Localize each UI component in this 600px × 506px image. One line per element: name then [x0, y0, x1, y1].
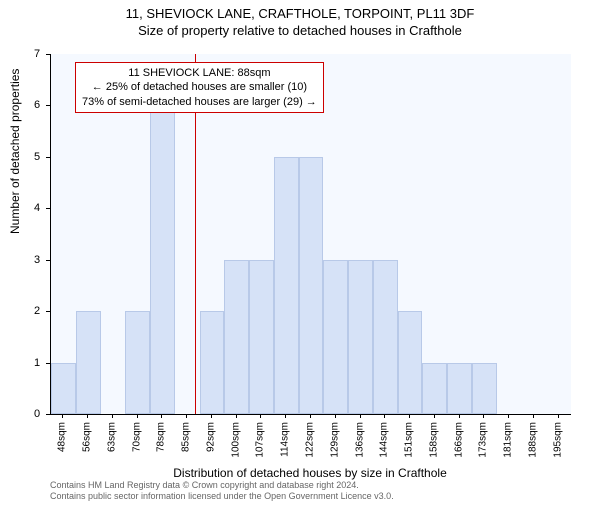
- y-tick-label: 6: [34, 99, 46, 111]
- x-tick-label: 70sqm: [131, 422, 142, 452]
- x-tick-mark: [533, 414, 534, 418]
- bar: [348, 260, 373, 414]
- bar: [224, 260, 249, 414]
- x-tick-mark: [161, 414, 162, 418]
- x-tick-mark: [211, 414, 212, 418]
- bar: [249, 260, 274, 414]
- chart-title-main: 11, SHEVIOCK LANE, CRAFTHOLE, TORPOINT, …: [0, 6, 600, 21]
- y-tick-label: 5: [34, 151, 46, 163]
- x-tick-mark: [508, 414, 509, 418]
- x-tick-label: 129sqm: [329, 422, 340, 458]
- x-tick-label: 107sqm: [255, 422, 266, 458]
- y-tick-mark: [46, 311, 50, 312]
- bar: [299, 157, 324, 414]
- chart-container: { "title_main": "11, SHEVIOCK LANE, CRAF…: [0, 6, 600, 506]
- x-tick-label: 78sqm: [156, 422, 167, 452]
- y-tick-mark: [46, 260, 50, 261]
- x-tick-label: 122sqm: [305, 422, 316, 458]
- y-tick-mark: [46, 157, 50, 158]
- annotation-box: 11 SHEVIOCK LANE: 88sqm← 25% of detached…: [75, 62, 324, 113]
- x-tick-mark: [137, 414, 138, 418]
- bar: [76, 311, 101, 414]
- x-tick-mark: [62, 414, 63, 418]
- plot-area: 11 SHEVIOCK LANE: 88sqm← 25% of detached…: [50, 54, 571, 415]
- bar: [323, 260, 348, 414]
- x-tick-label: 56sqm: [82, 422, 93, 452]
- y-tick-label: 0: [34, 408, 46, 420]
- x-tick-mark: [558, 414, 559, 418]
- bar: [398, 311, 423, 414]
- x-tick-mark: [310, 414, 311, 418]
- y-axis-label: Number of detached properties: [8, 69, 22, 234]
- bar: [422, 363, 447, 414]
- x-tick-mark: [112, 414, 113, 418]
- x-tick-label: 85sqm: [181, 422, 192, 452]
- x-tick-label: 114sqm: [280, 422, 291, 457]
- y-tick-mark: [46, 414, 50, 415]
- bar: [373, 260, 398, 414]
- annotation-line2: ← 25% of detached houses are smaller (10…: [82, 80, 317, 94]
- y-tick-mark: [46, 105, 50, 106]
- y-tick-mark: [46, 54, 50, 55]
- bar: [125, 311, 150, 414]
- chart-title-sub: Size of property relative to detached ho…: [0, 23, 600, 38]
- x-tick-mark: [285, 414, 286, 418]
- x-tick-label: 158sqm: [428, 422, 439, 458]
- x-tick-label: 195sqm: [552, 422, 563, 458]
- x-tick-mark: [483, 414, 484, 418]
- y-tick-label: 3: [34, 254, 46, 266]
- x-tick-label: 166sqm: [453, 422, 464, 458]
- annotation-line1: 11 SHEVIOCK LANE: 88sqm: [82, 66, 317, 80]
- footer-attribution: Contains HM Land Registry data © Crown c…: [50, 480, 394, 502]
- x-tick-mark: [260, 414, 261, 418]
- bar: [472, 363, 497, 414]
- y-tick-label: 2: [34, 305, 46, 317]
- x-tick-mark: [87, 414, 88, 418]
- x-tick-label: 48sqm: [57, 422, 68, 452]
- x-tick-mark: [434, 414, 435, 418]
- bar: [447, 363, 472, 414]
- annotation-line3: 73% of semi-detached houses are larger (…: [82, 95, 317, 109]
- y-tick-label: 4: [34, 202, 46, 214]
- x-tick-mark: [335, 414, 336, 418]
- bar: [274, 157, 299, 414]
- x-tick-label: 151sqm: [404, 422, 415, 458]
- footer-line1: Contains HM Land Registry data © Crown c…: [50, 480, 394, 491]
- x-tick-label: 63sqm: [106, 422, 117, 452]
- x-tick-mark: [384, 414, 385, 418]
- x-tick-label: 173sqm: [478, 422, 489, 458]
- x-tick-mark: [186, 414, 187, 418]
- bar: [51, 363, 76, 414]
- bar: [150, 105, 175, 414]
- x-tick-mark: [236, 414, 237, 418]
- x-axis-label: Distribution of detached houses by size …: [50, 466, 570, 480]
- y-tick-label: 7: [34, 48, 46, 60]
- x-tick-label: 188sqm: [527, 422, 538, 458]
- footer-line2: Contains public sector information licen…: [50, 491, 394, 502]
- y-tick-mark: [46, 363, 50, 364]
- x-tick-mark: [360, 414, 361, 418]
- x-tick-label: 92sqm: [205, 422, 216, 452]
- y-tick-label: 1: [34, 357, 46, 369]
- x-tick-mark: [409, 414, 410, 418]
- x-tick-mark: [459, 414, 460, 418]
- x-tick-label: 181sqm: [503, 422, 514, 458]
- y-tick-mark: [46, 208, 50, 209]
- x-tick-label: 100sqm: [230, 422, 241, 458]
- chart-area: 11 SHEVIOCK LANE: 88sqm← 25% of detached…: [50, 54, 570, 414]
- bar: [200, 311, 225, 414]
- x-tick-label: 144sqm: [379, 422, 390, 458]
- x-tick-label: 136sqm: [354, 422, 365, 458]
